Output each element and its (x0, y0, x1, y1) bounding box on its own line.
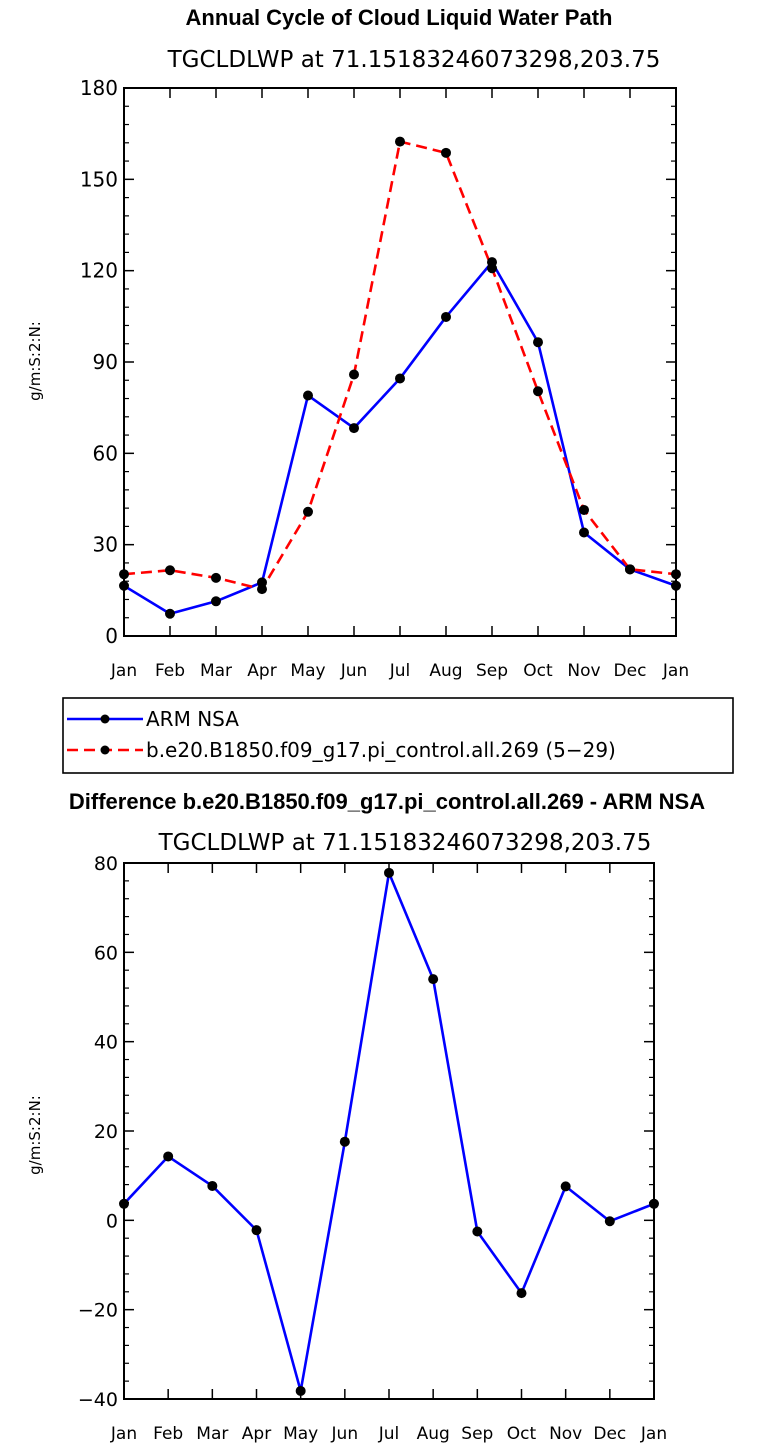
data-point-series-1 (395, 373, 405, 384)
data-point-series-2 (487, 263, 497, 274)
series-line-2 (123, 140, 677, 591)
y-tick-label: −20 (78, 1300, 118, 1322)
x-tick-label: Jun (340, 661, 368, 681)
x-tick-label: Jan (662, 661, 689, 681)
x-tick-label: Aug (429, 661, 462, 681)
data-point-series-2 (349, 369, 359, 380)
x-tick-label: Mar (196, 1424, 228, 1444)
y-tick-label: 150 (80, 167, 118, 191)
chart2-subtitle: TGCLDLWP at 71.15183246073298,203.75 (158, 830, 652, 856)
x-tick-label: Oct (507, 1424, 537, 1444)
y-tick-label: 60 (94, 942, 118, 964)
x-tick-label: Apr (247, 661, 276, 681)
data-point-series-1 (579, 527, 589, 538)
data-point-series-1 (533, 337, 543, 348)
data-point-series-1 (251, 1225, 262, 1236)
x-tick-label: Jul (378, 1424, 400, 1444)
y-tick-label: 80 (94, 853, 118, 875)
data-point-series-1 (671, 580, 681, 591)
data-point-series-1 (339, 1136, 350, 1147)
chart1-ylabel: g/m:S:2:N: (26, 321, 44, 401)
x-tick-label: Apr (242, 1424, 271, 1444)
chart2-title: Difference b.e20.B1850.f09_g17.pi_contro… (69, 789, 705, 814)
legend-box (62, 697, 734, 774)
x-tick-label: May (283, 1424, 318, 1444)
legend-marker-arm-nsa (100, 714, 110, 724)
data-point-series-1 (349, 423, 359, 434)
x-tick-label: Nov (549, 1424, 582, 1444)
data-point-series-1 (604, 1216, 615, 1227)
x-tick-label: Feb (155, 661, 185, 681)
x-tick-label: Jan (640, 1424, 667, 1444)
data-point-series-1 (295, 1385, 306, 1396)
data-point-series-1 (516, 1288, 527, 1299)
data-point-series-1 (119, 1198, 129, 1209)
x-tick-label: Aug (417, 1424, 450, 1444)
data-point-series-1 (163, 1151, 174, 1162)
y-tick-label: 0 (106, 1210, 118, 1232)
y-tick-label: 180 (80, 76, 118, 100)
y-tick-label: 30 (93, 533, 118, 557)
data-point-series-2 (671, 569, 681, 580)
x-tick-label: Mar (200, 661, 232, 681)
x-tick-label: Oct (523, 661, 553, 681)
chart1-legend: ARM NSA b.e20.B1850.f09_g17.pi_control.a… (62, 697, 734, 774)
data-point-series-1 (472, 1226, 483, 1237)
data-point-series-2 (533, 386, 543, 397)
chart2-plot: −40 −20 0 20 40 60 80 Jan Feb Mar Apr May Jun Jul Aug S… (78, 853, 667, 1444)
plot-frame (123, 87, 677, 637)
data-point-series-1 (649, 1198, 659, 1209)
y-tick-label: 20 (94, 1121, 118, 1143)
plot-frame (123, 862, 655, 1400)
chart1-title: Annual Cycle of Cloud Liquid Water Path (186, 5, 613, 30)
y-tick-label: 40 (94, 1032, 118, 1054)
x-tick-label: Dec (614, 661, 647, 681)
y-tick-label: 120 (80, 259, 118, 283)
data-point-series-1 (165, 608, 175, 619)
chart2-ylabel: g/m:S:2:N: (26, 1095, 44, 1175)
data-point-series-1 (207, 1180, 218, 1191)
data-point-series-2 (303, 506, 313, 517)
y-tick-label: 90 (93, 350, 118, 374)
data-point-series-2 (579, 504, 589, 515)
x-tick-label: Dec (593, 1424, 626, 1444)
x-tick-label: Sep (476, 661, 508, 681)
data-point-series-1 (428, 974, 439, 985)
data-point-series-1 (560, 1181, 571, 1192)
chart1-plot: 0 30 60 90 120 150 180 Jan Feb Mar Apr May Jun Jul Aug… (80, 76, 689, 681)
data-point-series-1 (303, 390, 313, 401)
x-tick-label: Jan (110, 1424, 137, 1444)
data-point-series-1 (384, 867, 394, 878)
y-tick-label: 60 (93, 441, 118, 465)
series-line-1 (123, 871, 655, 1393)
data-point-series-2 (211, 572, 221, 583)
x-tick-label: May (290, 661, 325, 681)
legend-marker-model (100, 745, 110, 755)
x-tick-label: Jul (389, 661, 411, 681)
data-point-series-1 (211, 596, 221, 607)
data-point-series-2 (395, 136, 405, 147)
data-point-series-2 (119, 569, 129, 580)
chart1-subtitle: TGCLDLWP at 71.15183246073298,203.75 (167, 47, 661, 73)
x-tick-label: Nov (567, 661, 600, 681)
x-tick-label: Sep (461, 1424, 493, 1444)
x-tick-label: Feb (153, 1424, 183, 1444)
x-tick-label: Jan (110, 661, 137, 681)
legend-label-model: b.e20.B1850.f09_g17.pi_control.all.269 (… (146, 738, 616, 762)
series-line-1 (123, 260, 677, 616)
data-point-series-1 (441, 311, 451, 322)
data-point-series-2 (441, 147, 451, 158)
y-tick-label: −40 (78, 1389, 118, 1411)
legend-label-arm-nsa: ARM NSA (146, 707, 239, 731)
y-tick-label: 0 (105, 624, 118, 648)
data-point-series-1 (119, 580, 129, 591)
data-point-series-2 (257, 584, 267, 595)
data-point-series-2 (625, 564, 635, 575)
data-point-series-2 (165, 565, 175, 576)
x-tick-label: Jun (331, 1424, 359, 1444)
